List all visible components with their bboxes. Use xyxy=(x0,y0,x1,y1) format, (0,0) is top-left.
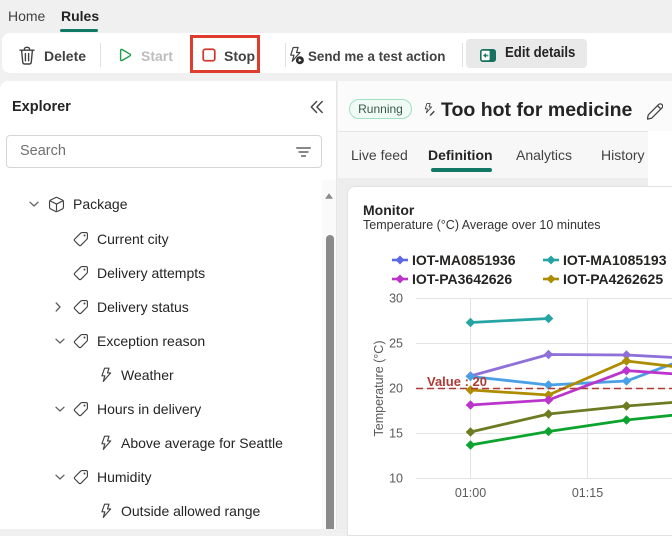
svg-text:01:15: 01:15 xyxy=(572,486,603,500)
svg-text:Temperature (°C): Temperature (°C) xyxy=(372,341,386,437)
svg-text:15: 15 xyxy=(389,427,403,441)
svg-text:20: 20 xyxy=(389,382,403,396)
svg-text:10: 10 xyxy=(389,472,403,486)
svg-text:25: 25 xyxy=(389,337,403,351)
svg-text:01:00: 01:00 xyxy=(455,486,486,500)
svg-text:30: 30 xyxy=(389,292,403,306)
svg-text:Value : 20: Value : 20 xyxy=(427,374,487,389)
